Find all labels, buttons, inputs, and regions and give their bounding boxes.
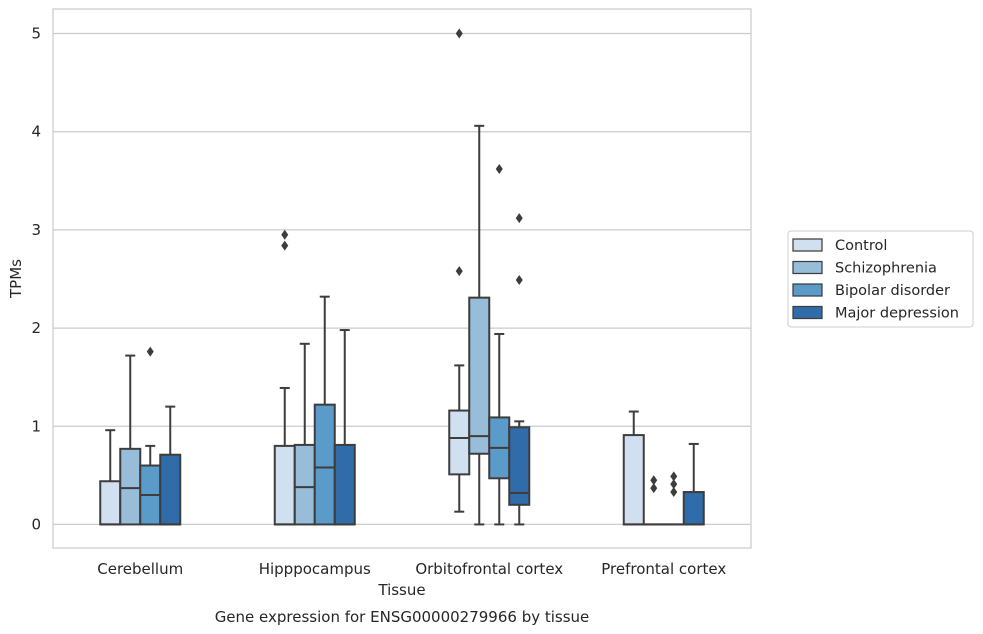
y-tick-label-4: 4	[31, 123, 41, 141]
box-iqr	[313, 403, 336, 526]
box-iqr	[99, 480, 122, 526]
legend-swatch-bipolar-disorder	[792, 283, 823, 297]
outlier-point	[281, 229, 289, 240]
figure-caption: Gene expression for ENSG00000279966 by t…	[215, 608, 590, 626]
y-tick-labels: 0 1 2 3 4 5	[31, 25, 41, 534]
outlier-point	[495, 164, 503, 175]
box-iqr	[273, 444, 296, 526]
outlier-point	[670, 471, 678, 482]
x-tick-label-prefrontal-cortex: Prefrontal cortex	[601, 560, 726, 578]
box-iqr	[333, 443, 356, 526]
box-major-depression-orbitofrontal-cortex	[508, 213, 531, 526]
legend-label-schizophrenia: Schizophrenia	[835, 261, 937, 277]
box-major-depression-cerebellum	[159, 405, 182, 526]
legend: Control Schizophrenia Bipolar disorder Majo…	[787, 230, 974, 328]
y-axis-label: TPMs	[7, 259, 25, 299]
legend-swatch-schizophrenia	[792, 260, 823, 275]
box-iqr	[159, 453, 182, 526]
x-tick-labels: Cerebellum Hipppocampus Orbitofrontal cort…	[97, 560, 726, 578]
x-tick-label-cerebellum: Cerebellum	[97, 560, 183, 578]
box-iqr	[448, 409, 471, 476]
outlier-point	[455, 28, 463, 39]
box-iqr	[508, 426, 531, 506]
gridlines	[53, 32, 751, 526]
box-bipolar-disorder-cerebellum	[139, 346, 162, 526]
box-schizophrenia-cerebellum	[119, 354, 142, 526]
y-tick-label-3: 3	[31, 221, 41, 239]
legend-swatch-major-depression	[792, 305, 823, 320]
outlier-point	[281, 240, 289, 251]
box-plots	[99, 28, 705, 526]
outlier-point	[650, 475, 658, 486]
legend-label-major-depression: Major depression	[835, 306, 959, 322]
x-tick-label-orbitofrontal-cortex: Orbitofrontal cortex	[415, 560, 563, 578]
outlier-point	[650, 483, 658, 494]
box-control-prefrontal-cortex	[622, 410, 645, 526]
outlier-point	[455, 266, 463, 277]
outlier-point	[670, 479, 678, 490]
box-schizophrenia-orbitofrontal-cortex	[468, 124, 491, 526]
y-tick-label-0: 0	[31, 515, 41, 533]
outlier-point	[670, 487, 678, 498]
box-schizophrenia-prefrontal-cortex	[642, 475, 665, 526]
box-iqr	[293, 443, 316, 526]
legend-label-control: Control	[835, 238, 887, 254]
legend-frame	[787, 230, 974, 328]
box-bipolar-disorder-orbitofrontal-cortex	[488, 164, 511, 526]
box-control-hipppocampus	[273, 229, 296, 526]
y-tick-label-1: 1	[31, 417, 41, 435]
outlier-point	[146, 346, 154, 357]
legend-swatch-control	[792, 238, 823, 252]
box-bipolar-disorder-prefrontal-cortex	[662, 471, 685, 526]
box-iqr	[622, 434, 645, 526]
box-major-depression-hipppocampus	[333, 329, 356, 526]
box-iqr	[468, 296, 491, 455]
y-tick-label-2: 2	[31, 319, 41, 337]
y-tick-label-5: 5	[31, 25, 41, 43]
box-control-orbitofrontal-cortex	[448, 28, 471, 513]
outlier-point	[515, 274, 523, 285]
legend-label-bipolar-disorder: Bipolar disorder	[835, 283, 950, 299]
box-bipolar-disorder-hipppocampus	[313, 295, 336, 526]
box-major-depression-prefrontal-cortex	[682, 442, 705, 526]
box-schizophrenia-hipppocampus	[293, 342, 316, 526]
box-iqr	[119, 447, 142, 526]
outlier-point	[515, 213, 523, 224]
x-tick-label-hipppocampus: Hipppocampus	[259, 560, 371, 578]
x-axis-label: Tissue	[377, 581, 425, 599]
box-iqr	[682, 491, 705, 526]
plot-frame	[52, 8, 752, 549]
box-control-cerebellum	[99, 429, 122, 526]
